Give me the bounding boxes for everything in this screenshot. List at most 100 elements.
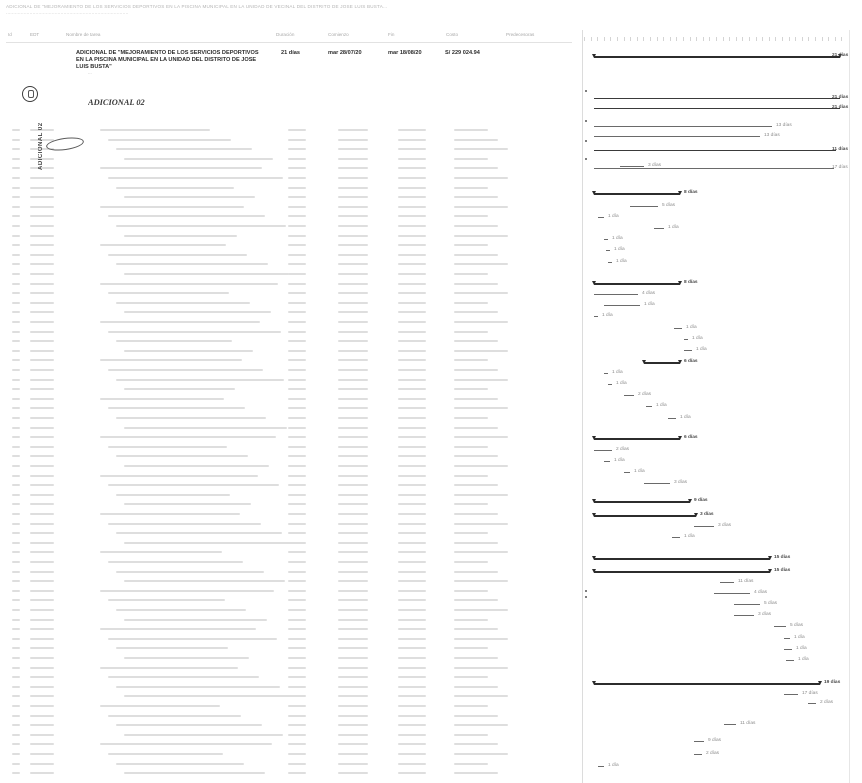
filler-text: [288, 580, 306, 583]
filler-text: [30, 647, 54, 650]
filler-text: [12, 138, 20, 141]
gantt-bar: [594, 108, 840, 109]
gantt-duration-label: 21 días: [832, 95, 849, 100]
gantt-milestone-dot: [585, 596, 587, 598]
gantt-duration-label: 8 días: [684, 280, 698, 285]
filler-text: [288, 301, 306, 304]
filler-text: [108, 561, 243, 563]
filler-text: [454, 253, 498, 256]
filler-text: [288, 628, 306, 631]
task-name: ADICIONAL 02: [88, 98, 145, 107]
table-row-filler: [8, 522, 568, 526]
filler-text: [12, 493, 20, 496]
filler-text: [12, 705, 20, 707]
filler-text: [288, 637, 306, 640]
filler-text: [12, 474, 20, 477]
filler-text: [12, 772, 20, 775]
filler-text: [30, 465, 54, 467]
gantt-duration-label: 5 días: [764, 601, 778, 606]
gantt-duration-label: 1 día: [608, 763, 619, 768]
timescale-tick: [795, 37, 797, 41]
filler-text: [454, 205, 508, 208]
filler-text: [288, 522, 306, 525]
filler-text: [124, 733, 283, 736]
filler-text: [454, 695, 508, 698]
filler-text: [30, 244, 54, 247]
filler-text: [108, 138, 231, 141]
filler-text: [338, 685, 368, 688]
filler-text: [338, 628, 368, 631]
filler-text: [454, 273, 488, 275]
filler-text: [454, 215, 488, 218]
filler-text: [30, 551, 54, 554]
filler-text: [398, 743, 426, 746]
filler-text: [100, 321, 260, 323]
gantt-bar: [784, 694, 798, 695]
filler-text: [338, 705, 368, 707]
filler-text: [454, 474, 488, 477]
timescale-tick: [788, 37, 790, 41]
table-row-filler: [8, 358, 568, 362]
filler-text: [398, 436, 426, 439]
gantt-duration-label: 1 día: [602, 313, 613, 318]
timescale-tick: [821, 37, 823, 41]
filler-text: [12, 436, 20, 439]
filler-text: [124, 580, 285, 583]
filler-text: [398, 733, 426, 736]
table-row-filler: [8, 714, 568, 718]
filler-text: [30, 762, 54, 765]
gantt-duration-label: 1 día: [686, 325, 697, 330]
gantt-duration-label: 6 días: [684, 435, 698, 440]
filler-text: [288, 244, 306, 247]
filler-text: [288, 484, 306, 487]
filler-text: [338, 465, 368, 467]
timescale-tick: [749, 37, 750, 41]
filler-text: [288, 292, 306, 295]
gantt-duration-label: 9 días: [708, 738, 722, 743]
filler-text: [398, 253, 426, 256]
filler-text: [30, 129, 54, 131]
filler-text: [398, 397, 426, 400]
filler-text: [288, 215, 306, 218]
filler-text: [338, 580, 368, 583]
filler-text: [12, 225, 20, 227]
filler-text: [338, 493, 368, 496]
filler-text: [398, 157, 426, 160]
filler-text: [398, 561, 426, 563]
filler-text: [338, 282, 368, 285]
timescale-tick: [709, 37, 711, 41]
table-row-filler: [8, 646, 568, 650]
filler-text: [454, 637, 508, 640]
table-row-filler: [8, 618, 568, 622]
filler-text: [338, 522, 368, 525]
filler-text: [398, 359, 426, 362]
filler-text: [288, 177, 306, 179]
filler-text: [454, 541, 498, 544]
filler-text: [124, 349, 253, 352]
table-row-filler: [8, 147, 568, 151]
filler-text: [288, 455, 306, 458]
filler-text: [338, 676, 368, 679]
filler-text: [12, 714, 20, 717]
filler-text: [30, 225, 54, 227]
table-row-filler: [8, 138, 568, 142]
filler-text: [288, 321, 306, 323]
gantt-duration-label: 15 días: [774, 568, 791, 573]
filler-text: [30, 234, 54, 237]
timescale-tick: [683, 37, 684, 41]
filler-text: [30, 628, 54, 631]
filler-text: [338, 167, 368, 170]
filler-text: [398, 244, 426, 247]
table-row-filler: [8, 320, 568, 324]
filler-text: [12, 647, 20, 650]
filler-text: [398, 349, 426, 352]
gantt-bar: [784, 649, 792, 650]
task-end: mar 18/08/20: [388, 50, 422, 56]
gantt-bar: [734, 615, 754, 616]
filler-text: [398, 330, 426, 333]
filler-text: [454, 311, 498, 314]
filler-text: [12, 311, 20, 314]
task-duration: 21 días: [281, 50, 300, 56]
filler-text: [398, 321, 426, 323]
stamp-caption: ADICIONAL 02: [38, 122, 44, 170]
